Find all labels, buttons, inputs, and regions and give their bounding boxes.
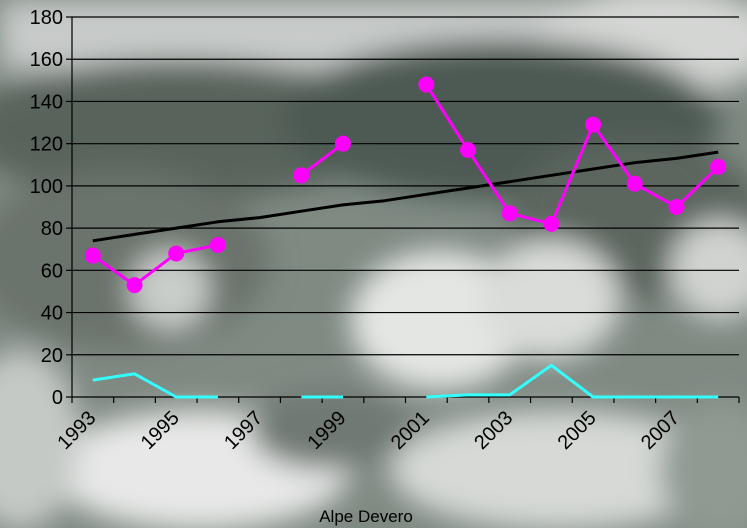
data-point: [84, 247, 101, 264]
series-line: [91, 243, 219, 287]
series-line: [92, 150, 719, 243]
y-axis: 0 20 40 60 80 100 120 140 160 180: [30, 7, 73, 409]
y-tick-label: 60: [41, 260, 63, 282]
y-tick-label: 100: [30, 176, 63, 198]
series-2: [92, 363, 719, 399]
x-axis-label: Alpe Devero: [319, 507, 413, 526]
data-point: [585, 116, 602, 133]
series-0: [84, 76, 727, 294]
data-point: [543, 215, 560, 232]
data-point: [668, 199, 685, 215]
y-tick-label: 180: [30, 7, 63, 29]
y-tick-label: 20: [41, 345, 63, 367]
series-1: [92, 150, 719, 243]
data-point: [418, 76, 435, 93]
data-point: [710, 158, 727, 175]
y-tick-label: 140: [30, 91, 63, 113]
data-point: [209, 237, 226, 253]
data-point: [334, 135, 351, 152]
series-line: [92, 372, 218, 399]
data-point: [293, 167, 310, 184]
y-tick-label: 80: [41, 218, 63, 240]
data-point: [460, 142, 477, 158]
data-point: [126, 277, 143, 294]
y-tick-label: 40: [41, 303, 63, 325]
data-point: [501, 205, 518, 222]
series-line: [300, 142, 344, 177]
series-layer: [84, 76, 727, 399]
y-tick-label: 160: [30, 49, 63, 71]
data-point: [168, 245, 185, 262]
series-line: [426, 363, 719, 399]
data-point: [626, 175, 643, 192]
y-tick-label: 0: [52, 387, 63, 409]
y-tick-label: 120: [30, 134, 63, 156]
